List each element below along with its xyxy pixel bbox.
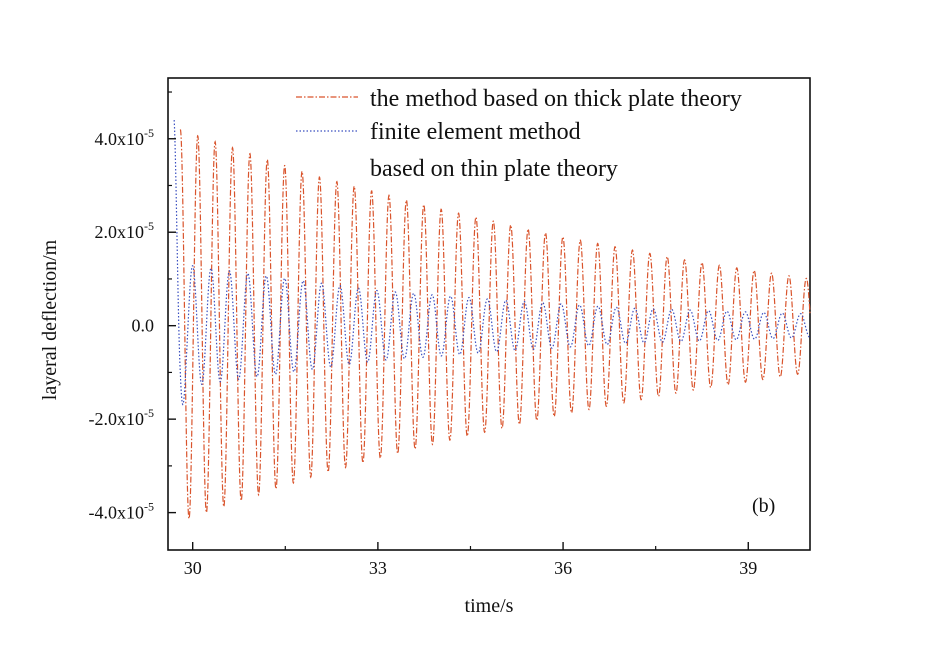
series-line-thick-plate-method	[179, 129, 811, 521]
panel-label: (b)	[752, 495, 775, 517]
y-axis-ticks: 4.0x10-5 2.0x10-5 0.0 -2.0x10-5 -4.0x10-5	[89, 91, 176, 523]
y-tick-label: 0.0	[132, 316, 155, 336]
plot-frame	[167, 77, 811, 551]
x-tick-label: 33	[369, 558, 387, 578]
x-axis-title: time/s	[465, 595, 514, 617]
y-tick-label: 4.0x10-5	[95, 126, 155, 149]
x-tick-label: 39	[739, 558, 757, 578]
y-tick-label: -2.0x10-5	[89, 406, 155, 429]
x-tick-label: 36	[554, 558, 572, 578]
series-layer	[173, 120, 811, 521]
series-line-finite-element-method	[173, 120, 810, 406]
x-tick-label: 30	[184, 558, 202, 578]
legend-label-thick-plate: the method based on thick plate theory	[370, 86, 742, 112]
x-axis-ticks: 30 33 36 39	[184, 542, 757, 578]
legend-label-finite-element-line2: based on thin plate theory	[370, 156, 618, 182]
legend: the method based on thick plate theory f…	[296, 86, 742, 182]
y-tick-label: -4.0x10-5	[89, 500, 155, 523]
y-tick-label: 2.0x10-5	[95, 219, 155, 242]
y-axis-title: layeral deflection/m	[39, 239, 61, 400]
legend-label-finite-element: finite element method	[370, 119, 581, 145]
